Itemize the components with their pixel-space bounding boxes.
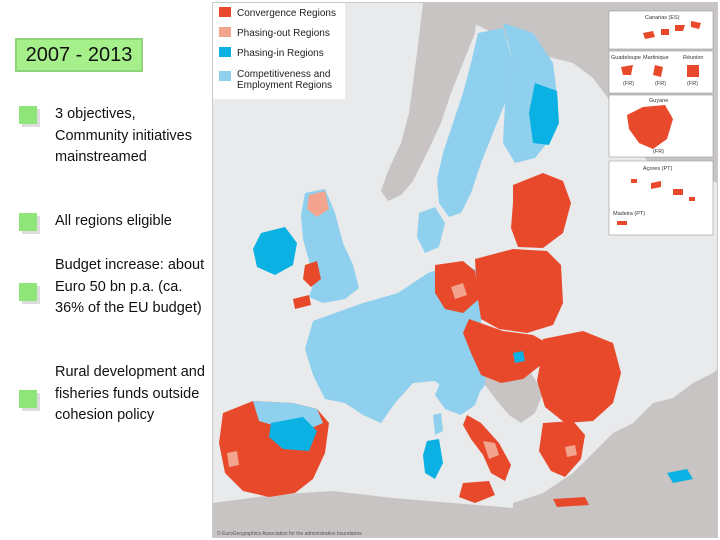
legend-label-phasing-out: Phasing-out Regions (237, 28, 330, 39)
highlands-phasing-out (307, 191, 329, 217)
svg-text:Martinique: Martinique (643, 55, 669, 61)
bullet-square-icon (19, 390, 37, 408)
cyprus (667, 469, 693, 483)
corsica (433, 413, 443, 435)
map-svg: Convergence Regions Phasing-out Regions … (213, 3, 717, 537)
svg-text:Guadeloupe: Guadeloupe (611, 55, 641, 61)
central-convergence (463, 319, 547, 383)
inset-guyane: Guyane (FR) (608, 94, 714, 158)
period-title: 2007 - 2013 (15, 38, 143, 72)
norway (381, 3, 478, 201)
bullet-text: Budget increase: about Euro 50 bn p.a. (… (55, 257, 205, 316)
romania-bulgaria (537, 331, 621, 423)
legend-swatch-convergence (219, 7, 231, 17)
bullet-text: All regions eligible (55, 213, 172, 229)
baltics (511, 173, 571, 248)
greece (539, 421, 585, 477)
legend: Convergence Regions Phasing-out Regions … (219, 7, 336, 91)
poland (475, 249, 563, 333)
inset-french-dom: Guadeloupe Martinique Réunion (FR) (FR) … (608, 50, 714, 94)
copyright-note: © EuroGeographics Association for the ad… (217, 530, 362, 537)
legend-swatch-phasing-out (219, 27, 231, 37)
svg-text:Madeira (PT): Madeira (PT) (613, 211, 645, 217)
legend-swatch-competitiveness (219, 71, 231, 81)
svg-text:(FR): (FR) (655, 81, 666, 87)
bullet-square-icon (19, 213, 37, 231)
budapest-phasing-in (513, 351, 525, 363)
svg-text:Canarias (ES): Canarias (ES) (645, 15, 680, 21)
eu-regions-map: Convergence Regions Phasing-out Regions … (212, 2, 718, 538)
finland-east-phasing-in (529, 83, 559, 145)
crete (553, 497, 589, 507)
legend-swatch-phasing-in (219, 47, 231, 57)
legend-panel (213, 3, 345, 99)
bullet-text: Rural development and fisheries funds ou… (55, 364, 205, 423)
sardinia (423, 439, 443, 479)
bullet-square-icon (19, 283, 37, 301)
svg-text:(FR): (FR) (687, 81, 698, 87)
svg-text:Açores (PT): Açores (PT) (643, 166, 673, 172)
svg-text:(FR): (FR) (623, 81, 634, 87)
leipzig-phasing-out (451, 283, 467, 299)
spain-phasing-in (269, 417, 317, 451)
inset-canarias: Canarias (ES) (608, 10, 714, 50)
bullet-text: 3 objectives, Community initiatives main… (55, 106, 192, 165)
attica-phasing-out (565, 445, 577, 457)
sicily (459, 481, 495, 503)
legend-label-phasing-in: Phasing-in Regions (237, 48, 324, 59)
svg-text:Guyane: Guyane (649, 98, 668, 104)
bullet-square-icon (19, 106, 37, 124)
portugal-lisbon-phasing-out (227, 451, 239, 467)
wales-convergence (303, 261, 321, 287)
basilicata-phasing-out (483, 441, 499, 459)
svg-text:Réunion: Réunion (683, 55, 704, 61)
svg-text:(FR): (FR) (653, 149, 664, 155)
sweden (437, 28, 513, 217)
legend-label-competitiveness: Competitiveness and Employment Regions (237, 69, 333, 91)
inset-acores-madeira: Açores (PT) Madeira (PT) (608, 160, 714, 236)
legend-label-convergence: Convergence Regions (237, 8, 336, 19)
north-italy (435, 375, 481, 415)
ireland (253, 227, 297, 275)
cornwall-convergence (293, 295, 311, 309)
north-africa (213, 491, 513, 537)
denmark (417, 207, 445, 253)
